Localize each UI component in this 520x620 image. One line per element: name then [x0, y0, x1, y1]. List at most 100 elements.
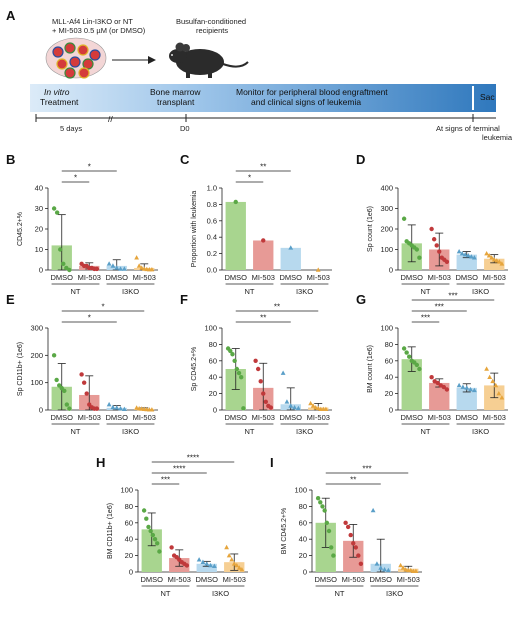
data-point: [241, 406, 246, 411]
data-point: [385, 567, 391, 573]
data-point: [288, 245, 294, 250]
x-tick-label: MI-503: [307, 413, 330, 422]
timeline-bar: [30, 84, 496, 112]
x-tick-label: MI-503: [78, 273, 101, 282]
data-point: [444, 259, 450, 264]
sig-label: *: [74, 174, 77, 183]
sig-label: ***: [421, 314, 430, 323]
x-tick-label: MI-503: [397, 575, 420, 584]
data-point: [494, 258, 500, 263]
sig-label: ****: [173, 465, 185, 474]
recipients-line1: Busulfan-conditioned: [176, 17, 246, 26]
y-axis-label: CD45.2+%: [17, 212, 24, 246]
data-point: [345, 524, 351, 530]
data-point: [407, 354, 412, 359]
y-axis-label: Sp count (1e6): [367, 206, 374, 252]
tick-end-2: leukemia: [482, 133, 513, 142]
data-point: [444, 387, 450, 392]
panel-letter-i: I: [270, 455, 274, 470]
group-label-nt: NT: [335, 589, 345, 598]
sig-label: **: [260, 163, 266, 172]
stage-sac: Sac: [480, 92, 495, 102]
data-point: [79, 372, 84, 377]
data-point: [382, 566, 387, 572]
data-point: [414, 362, 420, 368]
data-point: [486, 253, 492, 258]
group-label-i3ko: I3KO: [472, 287, 489, 296]
data-point: [268, 405, 274, 410]
data-point: [404, 350, 409, 355]
data-point: [236, 370, 242, 376]
data-point: [110, 263, 116, 268]
x-tick-label: DMSO: [106, 273, 129, 282]
sig-label: ****: [187, 454, 199, 463]
data-point: [184, 563, 190, 568]
data-point: [348, 532, 353, 538]
data-point: [462, 252, 468, 257]
x-tick-label: MI-503: [428, 413, 451, 422]
data-point: [230, 352, 235, 357]
data-point: [280, 370, 286, 375]
x-tick-label: DMSO: [370, 575, 393, 584]
data-point: [51, 206, 57, 211]
sig-label: ***: [435, 303, 444, 312]
x-tick-label: MI-503: [223, 575, 246, 584]
data-point: [54, 377, 59, 383]
data-point: [456, 382, 462, 388]
stage-invitro-2: Treatment: [40, 97, 79, 107]
data-point: [374, 561, 380, 566]
x-tick-label: MI-503: [342, 575, 365, 584]
x-tick-label: DMSO: [225, 413, 248, 422]
data-point: [67, 406, 72, 411]
data-point: [496, 259, 502, 264]
sig-label: **: [274, 303, 280, 312]
panel-letter-g: G: [356, 292, 366, 307]
data-point: [434, 243, 439, 248]
data-point: [292, 404, 297, 410]
sig-label: **: [260, 314, 266, 323]
y-tick-label: 80: [299, 502, 307, 511]
group-label-i3ko: I3KO: [296, 287, 313, 296]
bar-2: [253, 240, 274, 270]
panel-letter-e: E: [6, 292, 15, 307]
data-point: [413, 568, 419, 573]
panel-c: C 0.0 0.2 0.4 0.6 0.8 1.0 Proportion with leuke…: [180, 152, 332, 296]
data-point: [429, 375, 434, 380]
data-point: [499, 261, 505, 266]
panel-letter-f: F: [180, 292, 188, 307]
data-point: [84, 391, 89, 396]
sig-label: *: [248, 174, 251, 183]
data-point: [121, 266, 127, 271]
data-point: [239, 375, 244, 380]
y-tick-label: 0: [389, 266, 393, 275]
data-point: [370, 507, 376, 513]
data-point: [484, 366, 490, 371]
data-point: [224, 544, 230, 550]
y-tick-label: 20: [385, 389, 393, 398]
data-point: [58, 247, 63, 252]
x-tick-label: MI-503: [307, 273, 330, 282]
y-tick-label: 0.8: [207, 200, 217, 209]
data-point: [228, 348, 233, 354]
y-tick-label: 0: [213, 406, 217, 415]
timeline-break-mark: //: [108, 114, 113, 124]
data-point: [149, 266, 155, 272]
data-point: [353, 545, 358, 550]
panel-b: B 0 10 20 30 40 CD45.2+% * * DMSO MI-503 DMSO MI-503…: [6, 152, 158, 296]
bar-1: [225, 201, 246, 270]
data-point: [118, 406, 123, 411]
data-point: [114, 265, 120, 270]
y-tick-label: 60: [209, 356, 217, 365]
y-tick-label: 100: [294, 486, 307, 495]
data-point: [460, 384, 466, 389]
data-point: [465, 253, 471, 258]
panel-letter-d: D: [356, 152, 365, 167]
x-tick-label: DMSO: [401, 273, 424, 282]
bar-1: [401, 359, 422, 410]
x-tick-label: DMSO: [456, 273, 479, 282]
data-point: [435, 380, 440, 386]
y-tick-label: 400: [380, 184, 393, 193]
y-tick-label: 40: [299, 535, 307, 544]
group-label-nt: NT: [421, 287, 431, 296]
group-label-nt: NT: [71, 427, 81, 436]
